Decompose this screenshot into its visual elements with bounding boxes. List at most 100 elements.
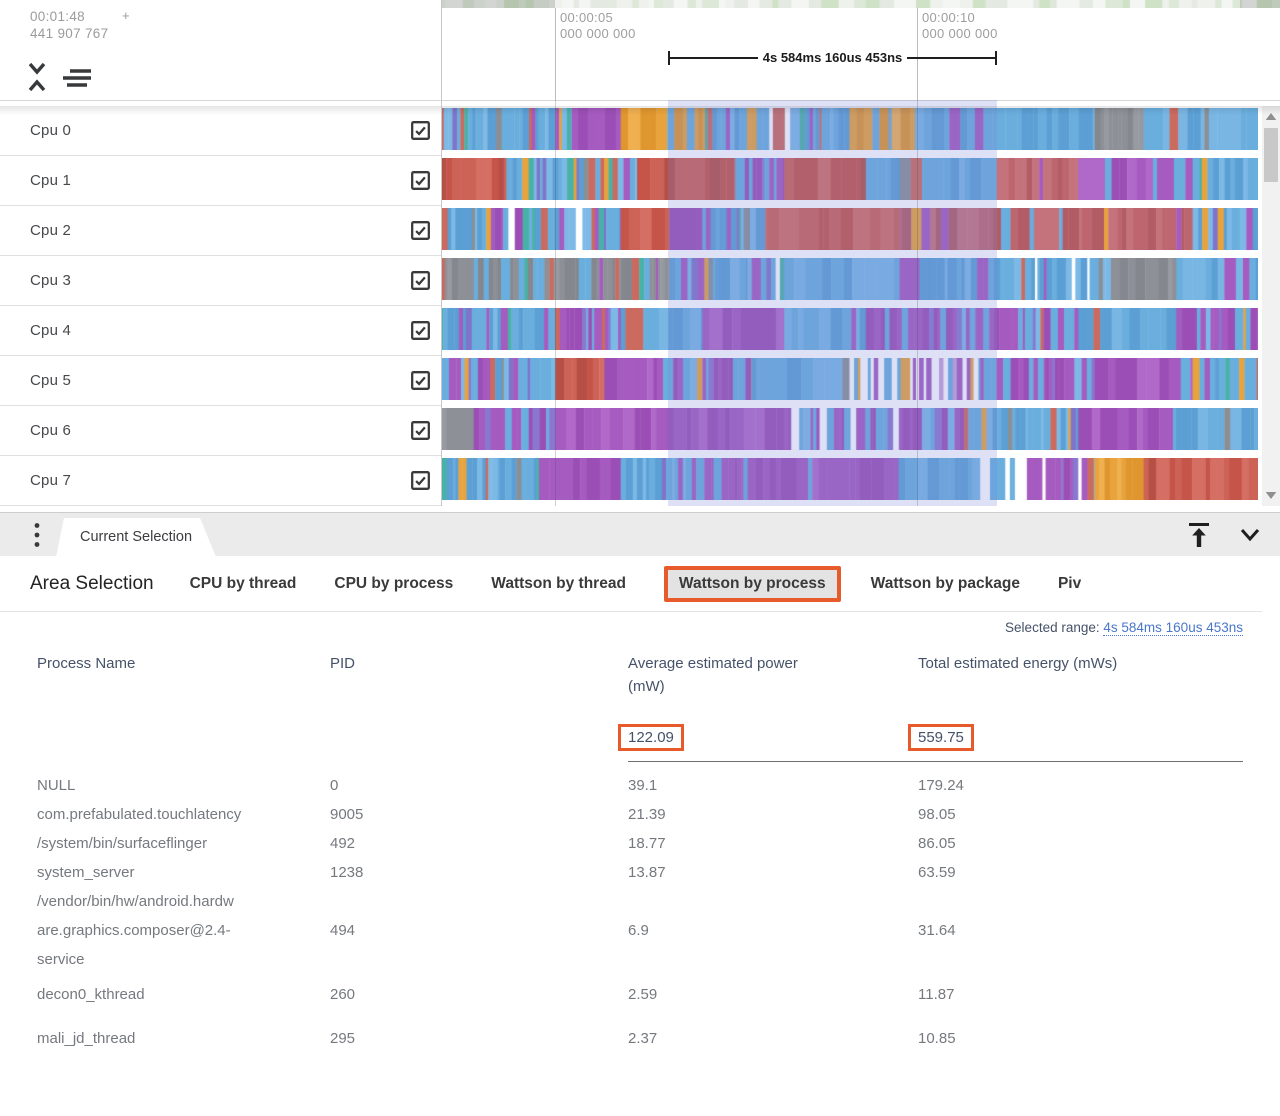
track-enabled-checkbox[interactable] (410, 120, 431, 141)
track-enabled-checkbox[interactable] (410, 420, 431, 441)
scroll-up-icon[interactable] (1265, 112, 1277, 122)
col-header-process-name[interactable]: Process Name (37, 655, 136, 672)
cell-process-name: system_server (37, 864, 135, 881)
cpu-track-row: Cpu 1 (0, 156, 1262, 206)
cell-avg-power: 2.37 (628, 1030, 658, 1047)
process-table-row[interactable]: /vendor/bin/hw/android.hardw are.graphic… (37, 887, 1243, 974)
cell-pid: 1238 (330, 864, 364, 881)
timeline-ruler: 00:01:48 441 907 767 + 00:00:05 000 000 0… (0, 0, 1280, 101)
cpu-track-row: Cpu 7 (0, 456, 1262, 506)
aggregation-tab-strip: Area Selection CPU by thread CPU by proce… (0, 556, 1262, 612)
cell-avg-power: 13.87 (628, 864, 666, 881)
track-name-label: Cpu 0 (30, 122, 72, 139)
track-enabled-checkbox[interactable] (410, 320, 431, 341)
sort-tracks-icon[interactable] (60, 67, 94, 89)
cursor-timestamp-ns: 441 907 767 (30, 26, 109, 41)
cpu-track-row: Cpu 2 (0, 206, 1262, 256)
summary-total-energy-badge: 559.75 (908, 724, 974, 751)
col-header-pid[interactable]: PID (330, 655, 356, 672)
trace-minimap[interactable] (441, 0, 1280, 8)
selection-duration-bracket: 4s 584ms 160us 453ns (668, 50, 997, 65)
ruler-tick-line (555, 8, 556, 100)
cpu-track-row: Cpu 0 (0, 106, 1262, 156)
process-table-body: NULL 0 39.1 179.24 com.prefabulated.touc… (37, 771, 1243, 1053)
track-enabled-checkbox[interactable] (410, 220, 431, 241)
ruler-tick-label: 00:00:05 000 000 000 (560, 10, 636, 41)
panel-title: Area Selection (30, 572, 154, 594)
agg-tab-wattson-by-thread[interactable]: Wattson by thread (491, 574, 626, 592)
cell-total-energy: 63.59 (918, 864, 956, 881)
cell-total-energy: 31.64 (918, 922, 956, 939)
track-name-label: Cpu 5 (30, 372, 72, 389)
process-table-row[interactable]: mali_jd_thread 295 2.37 10.85 (37, 1024, 1243, 1053)
cell-avg-power: 2.59 (628, 986, 658, 1003)
process-table-row[interactable]: com.prefabulated.touchlatency 9005 21.39… (37, 800, 1243, 829)
table-summary-row: 122.09 559.75 (37, 724, 1243, 751)
agg-tab-cpu-by-process[interactable]: CPU by process (334, 574, 454, 592)
bracket-right-line (907, 56, 995, 59)
cursor-plus-sign: + (122, 8, 130, 23)
process-table-row[interactable]: /system/bin/surfaceflinger 492 18.77 86.… (37, 829, 1243, 858)
cpu-activity-canvas[interactable] (441, 358, 1258, 400)
collapse-tracks-icon[interactable] (27, 61, 47, 93)
minimap-offscreen-shade-right (1240, 0, 1280, 8)
area-selection-panel: Area Selection CPU by thread CPU by proce… (0, 556, 1280, 1116)
cpu-activity-canvas[interactable] (441, 458, 1258, 500)
scrollbar-thumb[interactable] (1264, 128, 1278, 182)
process-table-row[interactable]: NULL 0 39.1 179.24 (37, 771, 1243, 800)
selection-duration-label: 4s 584ms 160us 453ns (762, 50, 903, 65)
track-enabled-checkbox[interactable] (410, 370, 431, 391)
process-table-row[interactable]: decon0_kthread 260 2.59 11.87 (37, 980, 1243, 1009)
col-header-avg-power[interactable]: Average estimated power (mW) (628, 655, 798, 695)
col-header-total-energy[interactable]: Total estimated energy (mWs) (918, 655, 1118, 672)
collapse-panel-chevron-down-icon[interactable] (1236, 524, 1264, 546)
agg-tab-wattson-by-process[interactable]: Wattson by process (663, 565, 841, 602)
cpu-activity-canvas[interactable] (441, 208, 1258, 250)
track-enabled-checkbox[interactable] (410, 470, 431, 491)
bracket-right-tick (995, 50, 997, 65)
cell-process-name: decon0_kthread (37, 986, 145, 1003)
expand-panel-to-top-icon[interactable] (1186, 521, 1212, 549)
cell-avg-power: 6.9 (628, 922, 649, 939)
cpu-activity-canvas[interactable] (441, 158, 1258, 200)
track-enabled-checkbox[interactable] (410, 270, 431, 291)
cell-pid: 0 (330, 777, 339, 794)
scroll-down-icon[interactable] (1265, 490, 1277, 500)
agg-tab-cpu-by-thread[interactable]: CPU by thread (189, 574, 297, 592)
ruler-tick-label: 00:00:10 000 000 000 (922, 10, 998, 41)
selected-range-label: Selected range: (1005, 620, 1100, 635)
tracks-scrollbar[interactable] (1262, 106, 1280, 506)
cpu-track-row: Cpu 6 (0, 406, 1262, 456)
track-name-label: Cpu 1 (30, 172, 72, 189)
cpu-activity-canvas[interactable] (441, 108, 1258, 150)
selected-range-value-link[interactable]: 4s 584ms 160us 453ns (1103, 620, 1243, 636)
summary-avg-power-badge: 122.09 (618, 724, 684, 751)
cpu-tracks-list: Cpu 0 Cpu 1 Cpu 2 (0, 106, 1262, 506)
cell-total-energy: 10.85 (918, 1030, 956, 1047)
cell-avg-power: 21.39 (628, 806, 666, 823)
track-name-label: Cpu 3 (30, 272, 72, 289)
cell-total-energy: 98.05 (918, 806, 956, 823)
cell-pid: 295 (330, 1030, 356, 1047)
track-enabled-checkbox[interactable] (410, 170, 431, 191)
details-tab-bar: Current Selection (0, 512, 1280, 557)
cpu-track-row: Cpu 4 (0, 306, 1262, 356)
process-table-row[interactable]: system_server 1238 13.87 63.59 (37, 858, 1243, 887)
cpu-activity-canvas[interactable] (441, 308, 1258, 350)
agg-tab-wattson-by-package[interactable]: Wattson by package (870, 574, 1020, 592)
cpu-activity-canvas[interactable] (441, 408, 1258, 450)
more-options-kebab-icon[interactable] (33, 522, 41, 549)
cpu-activity-canvas[interactable] (441, 258, 1258, 300)
ruler-tick-line (917, 8, 918, 100)
header-underline (628, 761, 1243, 762)
table-header-row: Process Name PID Average estimated power… (37, 652, 1243, 698)
cell-process-name: /system/bin/surfaceflinger (37, 835, 208, 852)
agg-tab-piv[interactable]: Piv (1057, 574, 1082, 592)
cell-total-energy: 11.87 (918, 986, 955, 1003)
cell-total-energy: 179.24 (918, 777, 964, 794)
cell-process-name: /vendor/bin/hw/android.hardw are.graphic… (37, 893, 234, 968)
time-gridline (555, 100, 556, 506)
selected-range: Selected range: 4s 584ms 160us 453ns (1005, 620, 1243, 636)
tab-current-selection[interactable]: Current Selection (56, 518, 216, 557)
